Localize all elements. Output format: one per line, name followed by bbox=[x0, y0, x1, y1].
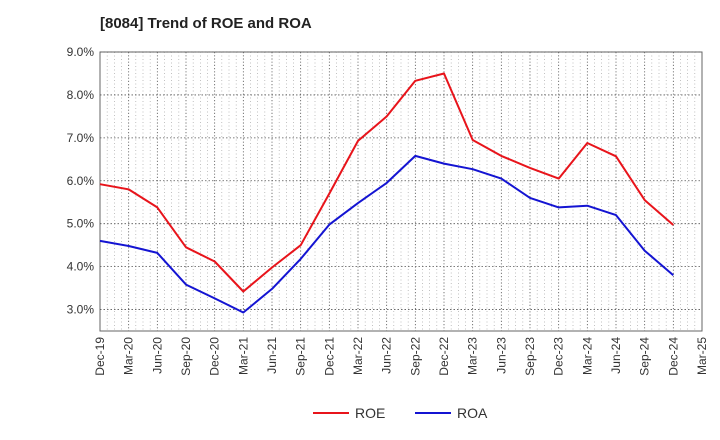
x-tick-label: Jun-21 bbox=[265, 337, 279, 374]
y-tick-label: 3.0% bbox=[67, 303, 95, 317]
x-tick-label: Sep-21 bbox=[294, 337, 308, 376]
series-line-roa bbox=[99, 154, 674, 314]
x-tick-label: Mar-20 bbox=[122, 337, 136, 375]
y-tick-label: 8.0% bbox=[67, 88, 95, 102]
x-tick-label: Sep-22 bbox=[408, 337, 422, 376]
y-tick-label: 5.0% bbox=[67, 217, 95, 231]
x-tick-label: Mar-23 bbox=[466, 337, 480, 375]
legend-label-roe: ROE bbox=[355, 405, 385, 421]
series-line-roe bbox=[99, 72, 674, 293]
x-tick-label: Mar-25 bbox=[695, 337, 709, 375]
x-tick-label: Mar-24 bbox=[580, 337, 594, 375]
legend-label-roa: ROA bbox=[457, 405, 488, 421]
x-tick-label: Dec-21 bbox=[322, 337, 336, 376]
x-tick-label: Sep-23 bbox=[523, 337, 537, 376]
x-tick-label: Jun-22 bbox=[380, 337, 394, 374]
y-tick-label: 6.0% bbox=[67, 174, 95, 188]
plot-area bbox=[99, 51, 703, 332]
x-tick-label: Jun-20 bbox=[150, 337, 164, 374]
y-tick-label: 7.0% bbox=[67, 131, 95, 145]
x-tick-label: Dec-20 bbox=[208, 337, 222, 376]
x-tick-label: Dec-22 bbox=[437, 337, 451, 376]
y-tick-label: 4.0% bbox=[67, 260, 95, 274]
y-tick-label: 9.0% bbox=[67, 45, 95, 59]
x-tick-label: Mar-21 bbox=[236, 337, 250, 375]
x-tick-label: Sep-24 bbox=[638, 337, 652, 376]
x-tick-label: Mar-22 bbox=[351, 337, 365, 375]
x-tick-label: Dec-19 bbox=[93, 337, 107, 376]
x-tick-label: Dec-24 bbox=[666, 337, 680, 376]
x-tick-label: Jun-24 bbox=[609, 337, 623, 374]
x-tick-label: Sep-20 bbox=[179, 337, 193, 376]
chart-title: [8084] Trend of ROE and ROA bbox=[100, 15, 312, 32]
x-tick-label: Jun-23 bbox=[494, 337, 508, 374]
x-tick-label: Dec-23 bbox=[552, 337, 566, 376]
